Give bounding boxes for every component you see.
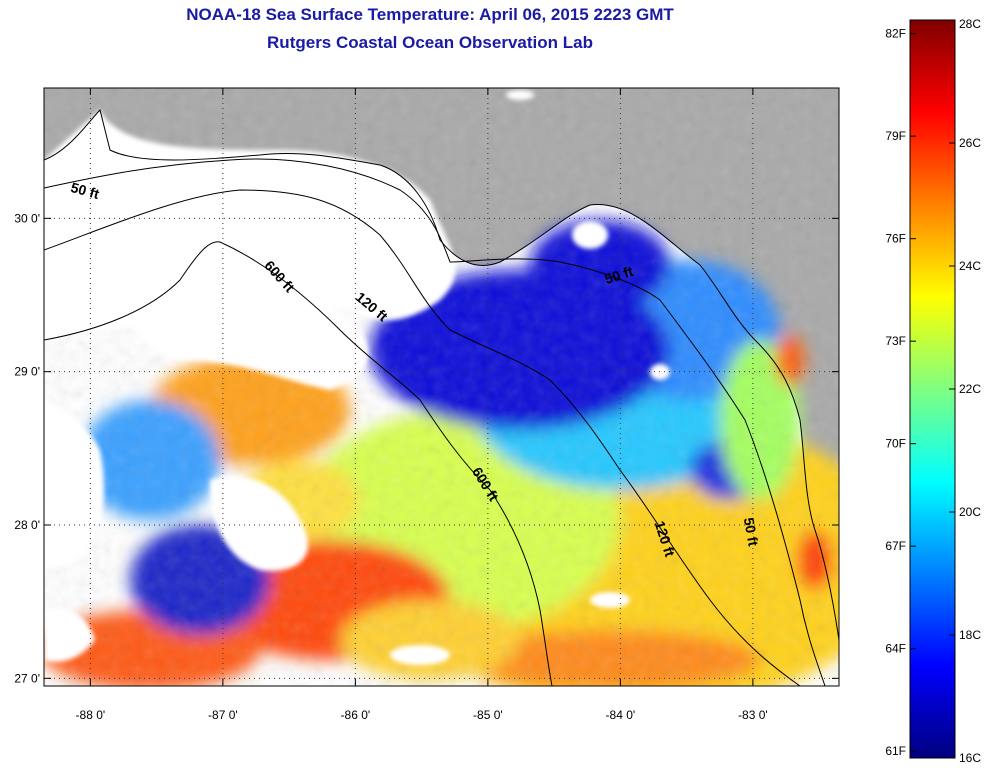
axis-ticks: -88 0' -87 0' -86 0' -85 0' -84 0' -83 0' 30 0… bbox=[14, 88, 839, 722]
celsius-label: 26C bbox=[959, 136, 981, 150]
figure-subtitle: Rutgers Coastal Ocean Observation Lab bbox=[267, 33, 593, 52]
bathymetry-contours bbox=[44, 109, 839, 686]
contour-120ft bbox=[44, 189, 801, 686]
fahrenheit-label: 61F bbox=[885, 744, 906, 758]
contour-50ft bbox=[44, 158, 826, 686]
lon-tick-label: -84 0' bbox=[606, 708, 636, 722]
lon-tick-label: -85 0' bbox=[473, 708, 503, 722]
lat-tick-label: 29 0' bbox=[14, 365, 40, 379]
colorbar-labels: 16C 18C 20C 22C 24C 26C 28C 61F 64F 67F 70F 73F 76F 7… bbox=[885, 17, 981, 765]
fahrenheit-label: 67F bbox=[885, 539, 906, 553]
coastline-fl bbox=[44, 109, 839, 641]
fahrenheit-label: 79F bbox=[885, 129, 906, 143]
fahrenheit-label: 73F bbox=[885, 334, 906, 348]
fahrenheit-label: 76F bbox=[885, 232, 906, 246]
lat-tick-label: 30 0' bbox=[14, 211, 40, 225]
contour-600ft bbox=[44, 241, 553, 686]
fahrenheit-label: 64F bbox=[885, 642, 906, 656]
colorbar-ramp bbox=[909, 19, 956, 759]
figure-title: NOAA-18 Sea Surface Temperature: April 0… bbox=[186, 5, 674, 24]
cloud-mask bbox=[44, 90, 670, 665]
celsius-label: 28C bbox=[959, 17, 981, 31]
celsius-label: 18C bbox=[959, 628, 981, 642]
celsius-label: 20C bbox=[959, 505, 981, 519]
contour-label: 50 ft bbox=[69, 179, 101, 202]
lon-tick-label: -88 0' bbox=[76, 708, 106, 722]
lon-tick-label: -83 0' bbox=[738, 708, 768, 722]
lat-tick-label: 27 0' bbox=[14, 671, 40, 685]
contour-label: 50 ft bbox=[741, 516, 762, 547]
celsius-label: 22C bbox=[959, 382, 981, 396]
fahrenheit-label: 70F bbox=[885, 437, 906, 451]
celsius-label: 24C bbox=[959, 259, 981, 273]
fahrenheit-label: 82F bbox=[885, 27, 906, 41]
lon-tick-label: -87 0' bbox=[208, 708, 238, 722]
lat-tick-label: 28 0' bbox=[14, 518, 40, 532]
colorbar: 16C 18C 20C 22C 24C 26C 28C 61F 64F 67F 70F 73F 76F 7… bbox=[885, 17, 981, 765]
map-frame bbox=[43, 87, 840, 687]
lon-tick-label: -86 0' bbox=[341, 708, 371, 722]
celsius-label: 16C bbox=[959, 751, 981, 765]
